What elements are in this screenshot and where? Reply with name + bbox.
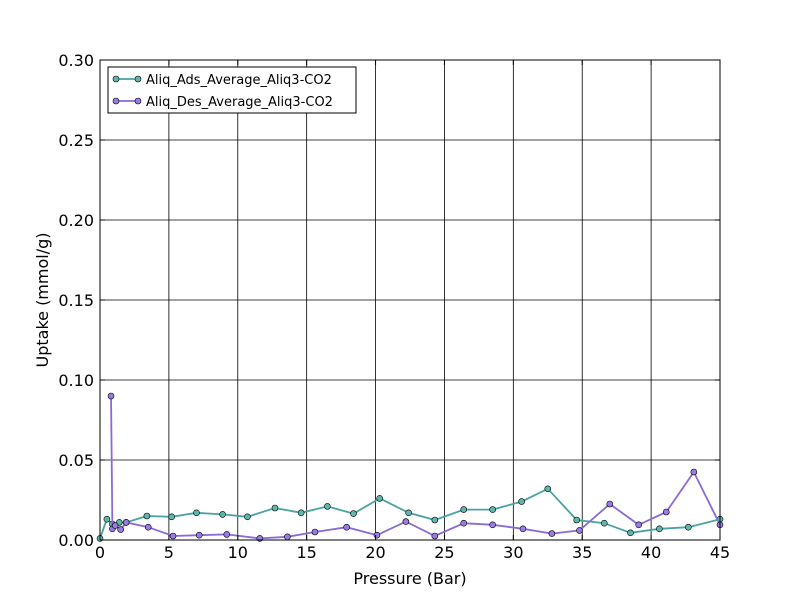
x-tick-label: 40: [641, 543, 661, 562]
y-tick-label: 0.30: [58, 51, 94, 70]
data-point: [219, 511, 226, 518]
data-point: [193, 509, 200, 517]
x-tick-label: 35: [572, 543, 592, 562]
y-tick-label: 0.10: [58, 371, 94, 390]
data-point: [111, 522, 119, 529]
x-tick-label: 0: [95, 543, 105, 562]
x-tick-label: 10: [228, 543, 248, 562]
y-tick-label: 0.15: [58, 291, 94, 310]
data-point: [656, 525, 663, 533]
data-point: [117, 526, 124, 533]
data-point: [519, 525, 527, 533]
x-tick-label: 15: [296, 543, 316, 562]
data-point: [169, 532, 177, 540]
data-point: [405, 509, 412, 517]
x-tick-label: 5: [164, 543, 174, 562]
data-point: [518, 498, 525, 505]
data-point: [343, 523, 350, 531]
data-point: [573, 516, 581, 524]
data-point: [685, 523, 692, 531]
data-point: [627, 529, 634, 537]
data-point: [662, 508, 670, 516]
data-point: [402, 518, 410, 525]
data-point: [606, 500, 614, 508]
data-point: [431, 516, 439, 524]
x-tick-label: 20: [365, 543, 385, 562]
data-point: [600, 519, 608, 527]
data-point: [271, 504, 279, 512]
data-point: [635, 521, 643, 529]
legend-marker: [134, 75, 142, 83]
data-point: [107, 392, 115, 400]
data-point: [311, 528, 319, 536]
y-tick-label: 0.20: [58, 211, 94, 230]
data-point: [324, 503, 331, 510]
data-point: [548, 530, 556, 537]
x-axis-label: Pressure (Bar): [353, 569, 466, 588]
y-tick-label: 0.05: [58, 451, 94, 470]
x-tick-label: 45: [710, 543, 730, 562]
data-point: [168, 513, 175, 521]
data-point: [223, 531, 231, 538]
x-tick-label: 25: [434, 543, 454, 562]
y-tick-label: 0.00: [58, 531, 94, 550]
legend-item: Aliq_Ads_Average_Aliq3-CO2: [112, 73, 332, 88]
series-line: [110, 395, 721, 540]
data-point: [431, 532, 439, 540]
data-point: [244, 513, 251, 521]
legend-marker: [134, 97, 142, 105]
grid: [99, 59, 721, 541]
data-point: [576, 527, 583, 534]
data-point: [143, 512, 151, 520]
data-point: [284, 533, 291, 541]
data-point: [460, 506, 468, 513]
data-point: [544, 485, 552, 493]
data-point: [350, 510, 357, 517]
data-point: [297, 509, 305, 517]
data-point: [144, 523, 152, 531]
series-layer: [96, 392, 724, 542]
y-tick-label: 0.25: [58, 131, 94, 150]
legend-item: Aliq_Des_Average_Aliq3-CO2: [112, 95, 333, 110]
legend-marker: [112, 97, 120, 105]
y-axis-label: Uptake (mmol/g): [33, 232, 52, 367]
ticks: 0 5 10 15 20 25 30 35 40 45 0.00 0.05 0.10 0.15 0.20 0.…: [58, 51, 730, 562]
data-point: [489, 521, 496, 529]
x-tick-label: 30: [503, 543, 523, 562]
legend: Aliq_Ads_Average_Aliq3-CO2 Aliq_Des_Avera…: [107, 66, 357, 114]
data-point: [122, 519, 130, 526]
data-point: [489, 506, 496, 513]
data-point: [376, 495, 383, 502]
legend-label: Aliq_Ads_Average_Aliq3-CO2: [146, 73, 332, 88]
legend-label: Aliq_Des_Average_Aliq3-CO2: [146, 95, 333, 110]
legend-box: [107, 66, 357, 114]
data-point: [195, 531, 203, 539]
data-point: [690, 468, 698, 476]
series-1: [96, 485, 724, 542]
data-point: [373, 531, 381, 539]
data-point: [460, 519, 468, 527]
legend-marker: [112, 75, 120, 83]
data-point: [103, 515, 111, 523]
series-2: [107, 392, 724, 542]
